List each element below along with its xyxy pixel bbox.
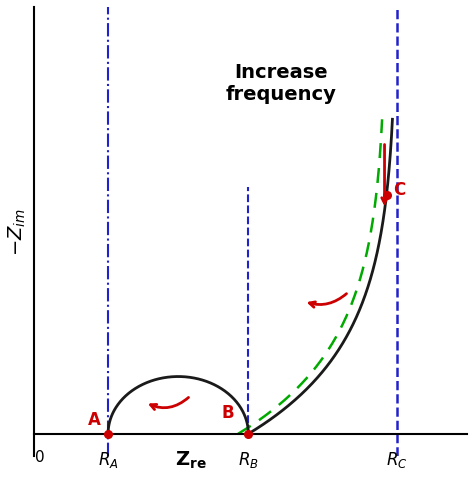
Text: $\mathbf{Z_{re}}$: $\mathbf{Z_{re}}$ [175,450,207,471]
Text: Increase
frequency: Increase frequency [226,63,337,104]
Text: A: A [87,411,100,429]
Y-axis label: $-Z_{im}$: $-Z_{im}$ [7,208,28,255]
Text: $R_A$: $R_A$ [98,450,118,469]
Text: C: C [392,181,405,199]
Text: $R_C$: $R_C$ [386,450,408,469]
Text: B: B [221,404,234,422]
Text: $R_B$: $R_B$ [238,450,259,469]
Text: 0: 0 [35,450,45,465]
